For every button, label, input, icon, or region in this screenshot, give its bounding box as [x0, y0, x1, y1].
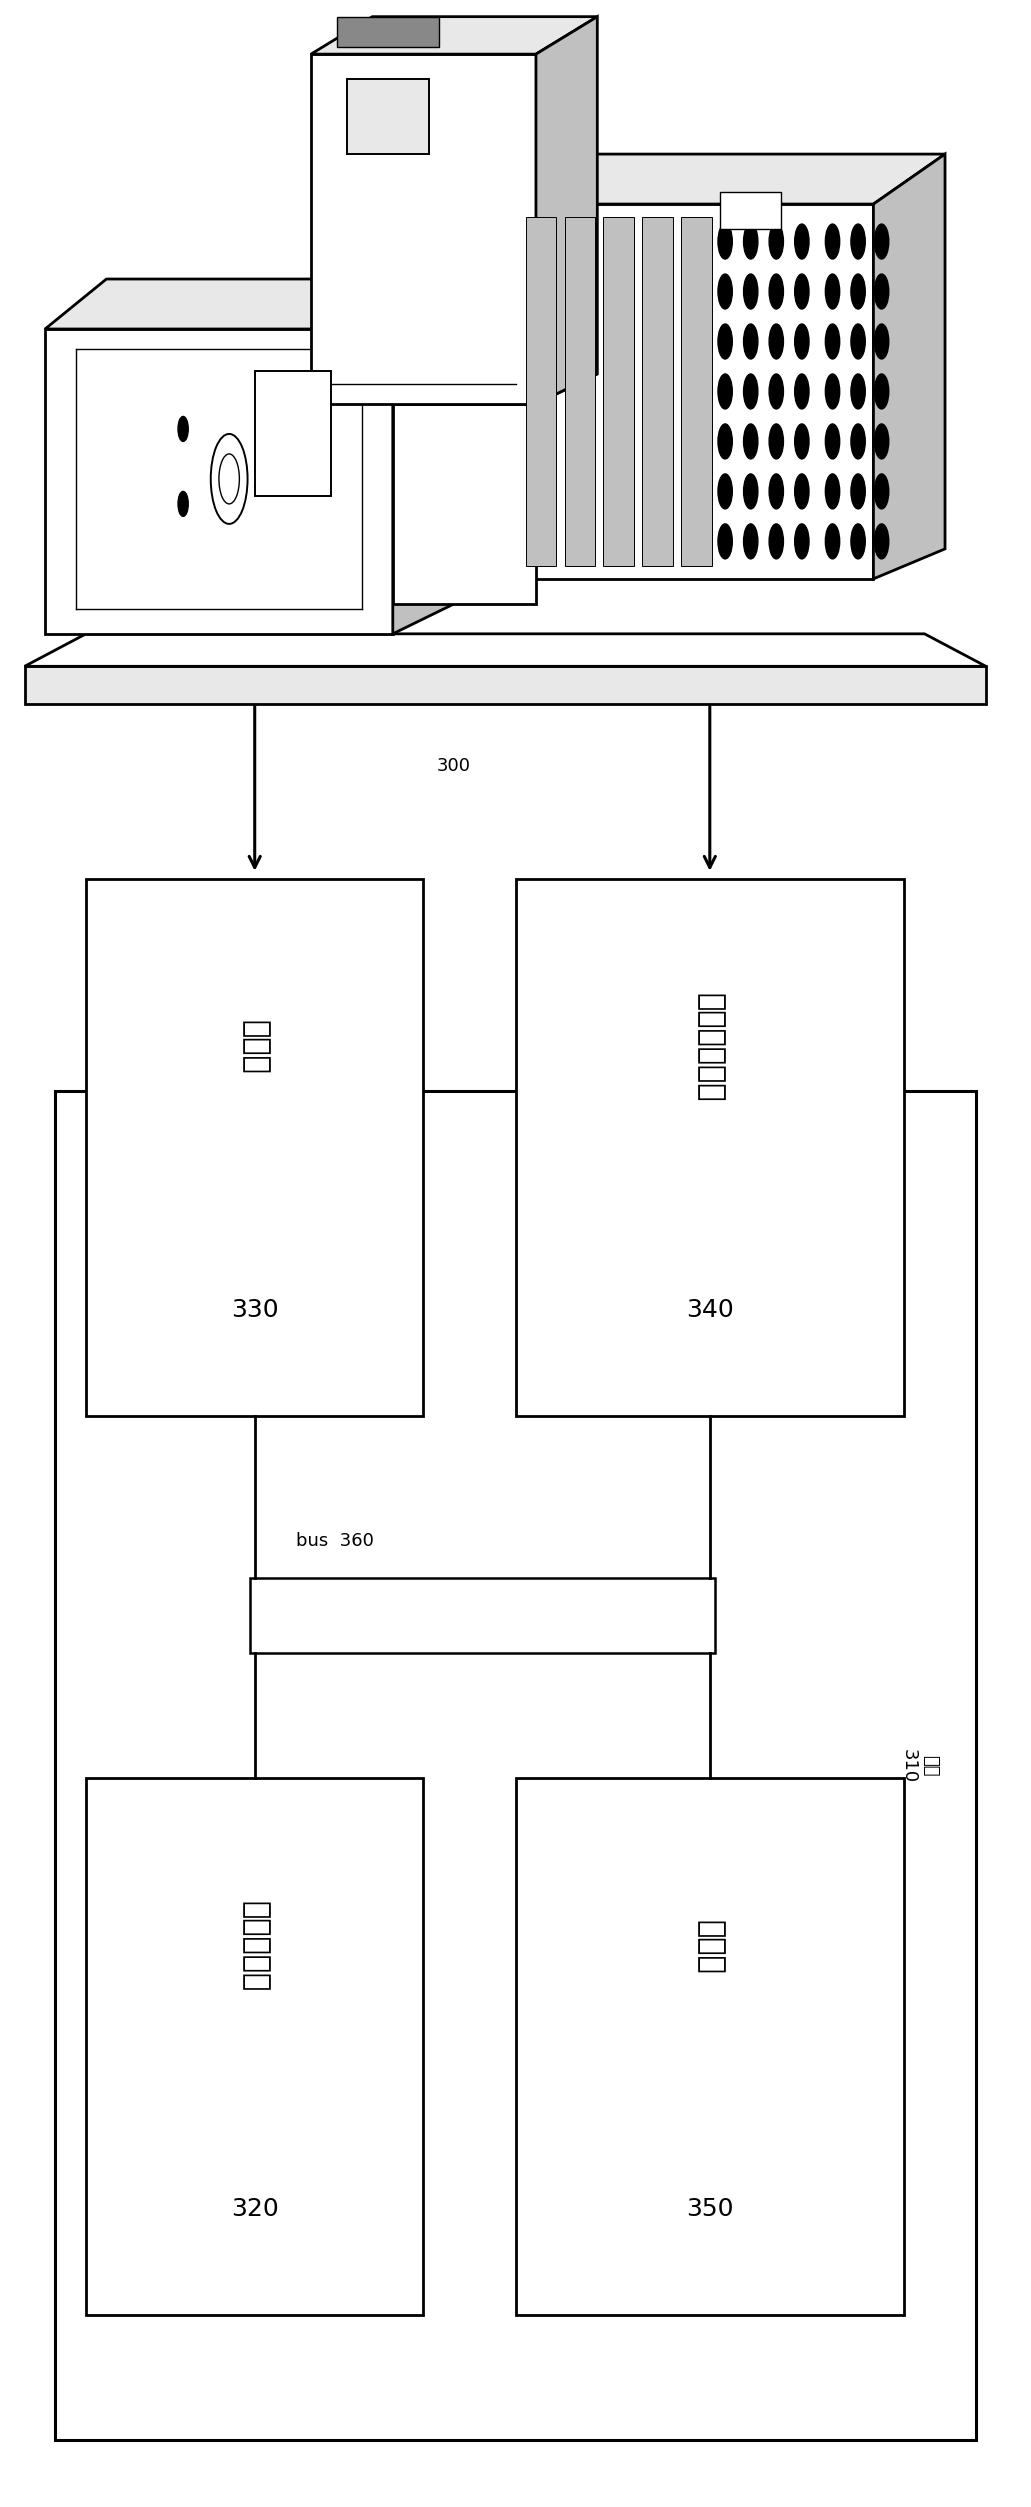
Circle shape — [743, 323, 758, 359]
Circle shape — [769, 524, 784, 559]
Circle shape — [795, 374, 809, 409]
Text: 330: 330 — [231, 1299, 278, 1321]
FancyBboxPatch shape — [642, 216, 673, 567]
Circle shape — [874, 424, 889, 459]
Circle shape — [743, 424, 758, 459]
FancyBboxPatch shape — [720, 191, 781, 228]
Circle shape — [718, 374, 732, 409]
Circle shape — [795, 273, 809, 308]
Polygon shape — [393, 374, 597, 404]
Text: 320: 320 — [231, 2196, 278, 2221]
Text: 均匀化电路: 均匀化电路 — [240, 1900, 269, 1993]
Circle shape — [769, 223, 784, 258]
FancyBboxPatch shape — [565, 216, 595, 567]
FancyBboxPatch shape — [516, 1777, 904, 2316]
Circle shape — [826, 424, 839, 459]
Circle shape — [874, 323, 889, 359]
FancyBboxPatch shape — [250, 1579, 714, 1652]
Circle shape — [826, 273, 839, 308]
FancyBboxPatch shape — [516, 877, 904, 1416]
Circle shape — [743, 524, 758, 559]
Circle shape — [826, 524, 839, 559]
Circle shape — [769, 424, 784, 459]
FancyBboxPatch shape — [526, 216, 557, 567]
Circle shape — [718, 474, 732, 509]
Circle shape — [178, 491, 189, 516]
FancyBboxPatch shape — [86, 877, 424, 1416]
Circle shape — [743, 273, 758, 308]
Text: 系统
310: 系统 310 — [900, 1750, 939, 1782]
Circle shape — [851, 223, 865, 258]
Polygon shape — [873, 153, 945, 579]
Circle shape — [851, 374, 865, 409]
FancyBboxPatch shape — [603, 216, 634, 567]
Circle shape — [795, 424, 809, 459]
Circle shape — [769, 273, 784, 308]
Circle shape — [743, 374, 758, 409]
Circle shape — [718, 273, 732, 308]
Text: 传感器: 传感器 — [240, 1020, 269, 1076]
FancyBboxPatch shape — [681, 216, 711, 567]
Polygon shape — [25, 634, 986, 667]
Text: 存储器: 存储器 — [695, 1920, 725, 1973]
Circle shape — [718, 223, 732, 258]
Polygon shape — [516, 153, 945, 203]
Circle shape — [718, 524, 732, 559]
Polygon shape — [45, 328, 393, 634]
Circle shape — [851, 524, 865, 559]
Circle shape — [718, 323, 732, 359]
Circle shape — [743, 474, 758, 509]
Polygon shape — [393, 404, 536, 604]
Polygon shape — [25, 667, 986, 704]
Circle shape — [178, 416, 189, 441]
Polygon shape — [393, 278, 454, 634]
Polygon shape — [536, 18, 597, 404]
Circle shape — [795, 323, 809, 359]
FancyBboxPatch shape — [346, 80, 429, 153]
FancyBboxPatch shape — [255, 371, 331, 496]
Circle shape — [826, 474, 839, 509]
Text: 300: 300 — [437, 757, 471, 775]
Circle shape — [851, 273, 865, 308]
Text: 340: 340 — [686, 1299, 734, 1321]
Circle shape — [795, 474, 809, 509]
Circle shape — [851, 424, 865, 459]
Circle shape — [851, 474, 865, 509]
Polygon shape — [45, 278, 454, 328]
Circle shape — [874, 374, 889, 409]
FancyBboxPatch shape — [336, 18, 439, 48]
Text: bus  360: bus 360 — [296, 1532, 373, 1549]
Circle shape — [851, 323, 865, 359]
FancyBboxPatch shape — [86, 1777, 424, 2316]
Polygon shape — [311, 55, 536, 404]
Circle shape — [769, 323, 784, 359]
FancyBboxPatch shape — [56, 1091, 975, 2439]
Circle shape — [874, 223, 889, 258]
Circle shape — [874, 524, 889, 559]
Circle shape — [718, 424, 732, 459]
Circle shape — [219, 454, 239, 504]
Polygon shape — [516, 203, 873, 579]
Circle shape — [743, 223, 758, 258]
Circle shape — [874, 474, 889, 509]
Circle shape — [795, 223, 809, 258]
Circle shape — [795, 524, 809, 559]
Circle shape — [826, 374, 839, 409]
Circle shape — [874, 273, 889, 308]
Polygon shape — [311, 18, 597, 55]
Circle shape — [769, 374, 784, 409]
Circle shape — [769, 474, 784, 509]
Text: 处理控制电路: 处理控制电路 — [695, 993, 725, 1103]
Circle shape — [210, 434, 247, 524]
Circle shape — [826, 223, 839, 258]
Text: 350: 350 — [686, 2196, 734, 2221]
Circle shape — [826, 323, 839, 359]
